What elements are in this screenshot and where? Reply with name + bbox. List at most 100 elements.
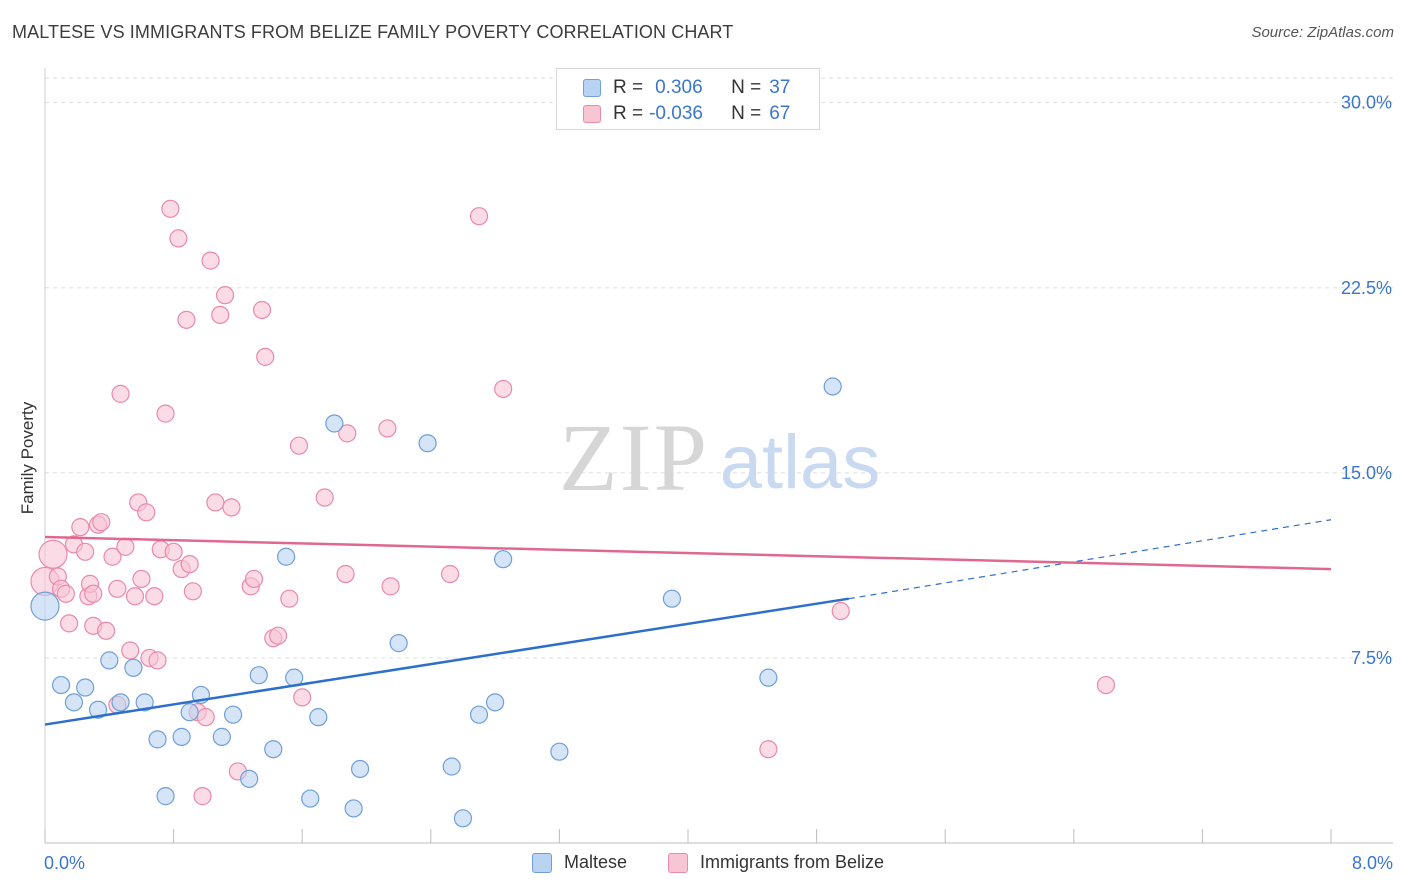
belize-point (201, 251, 220, 270)
belize-point (494, 379, 513, 399)
maltese-point (223, 705, 243, 724)
belize-point (440, 564, 460, 584)
grid-lines (45, 77, 1393, 659)
maltese-point (111, 693, 130, 712)
belize-point (137, 503, 156, 522)
legend-n-label: N = (731, 77, 762, 98)
belize-point (336, 564, 355, 584)
belize-point (180, 555, 199, 574)
belize-point (121, 641, 140, 660)
series-belize-points (30, 199, 1116, 806)
maltese-point (453, 809, 473, 828)
belize-trend-line (44, 535, 1332, 571)
y-tick-label: 7.5% (1351, 648, 1392, 668)
legend-n-value: 67 (769, 103, 791, 124)
maltese-point (172, 727, 191, 746)
maltese-point (156, 787, 175, 806)
belize-point (222, 498, 241, 517)
legend-label-maltese: Maltese (564, 852, 628, 872)
watermark-atlas: atlas (720, 420, 881, 505)
belize-point (289, 436, 309, 455)
maltese-point (759, 668, 778, 687)
belize-point (206, 493, 225, 512)
belize-point (469, 207, 489, 226)
legend-r-label: R = (613, 77, 644, 98)
series-legend: Maltese Immigrants from Belize (0, 852, 1406, 876)
legend-label-belize: Immigrants from Belize (700, 852, 885, 872)
maltese-point (76, 678, 95, 697)
stats-legend: R = 0.306 N = 37 R = -0.036 N = 67 (556, 68, 820, 130)
maltese-point (823, 377, 842, 396)
legend-swatch-belize (583, 105, 601, 123)
maltese-point (309, 708, 328, 727)
belize-point (293, 688, 312, 707)
tick-labels: 7.5% 15.0% 22.5% 30.0% 0.0% 8.0% (44, 93, 1393, 873)
legend-swatch-maltese (532, 852, 552, 873)
belize-point (211, 305, 230, 325)
maltese-point (277, 547, 296, 566)
maltese-point (64, 693, 84, 712)
belize-point (84, 584, 103, 603)
belize-point (108, 579, 127, 598)
belize-point (76, 542, 95, 561)
belize-point (161, 199, 180, 218)
legend-row-belize: R = -0.036 N = 67 (583, 103, 790, 125)
belize-point (96, 621, 116, 640)
belize-point (148, 651, 167, 670)
legend-r-label: R = (613, 103, 644, 124)
trend-lines (44, 519, 1332, 726)
maltese-point (301, 789, 320, 808)
maltese-point (494, 550, 513, 569)
watermark-zip: ZIP (559, 404, 709, 511)
belize-point (244, 569, 264, 589)
belize-point (1096, 675, 1116, 695)
belize-point (164, 542, 183, 561)
x-tick-label-max: 8.0% (1352, 853, 1393, 873)
maltese-point (100, 651, 119, 670)
legend-n-label: N = (731, 103, 762, 124)
maltese-point (249, 666, 268, 685)
belize-point (196, 708, 215, 727)
belize-point (103, 547, 122, 566)
legend-item-maltese: Maltese (532, 852, 627, 873)
belize-point (378, 419, 397, 438)
legend-r-value: 0.306 (655, 77, 703, 98)
belize-point (71, 518, 90, 537)
belize-point (759, 740, 778, 759)
maltese-point (88, 700, 108, 719)
maltese-point (550, 742, 569, 761)
belize-point (111, 384, 130, 403)
maltese-trend-extension (848, 519, 1332, 600)
legend-item-belize: Immigrants from Belize (668, 852, 884, 873)
maltese-point (469, 705, 489, 724)
maltese-point (30, 591, 60, 621)
maltese-point (389, 634, 408, 653)
legend-swatch-belize (668, 852, 688, 873)
belize-point (215, 286, 235, 305)
belize-point (60, 614, 79, 633)
belize-point (338, 424, 357, 443)
belize-point (169, 229, 188, 248)
maltese-point (51, 675, 71, 695)
maltese-point (264, 740, 283, 759)
legend-row-maltese: R = 0.306 N = 37 (583, 77, 790, 99)
belize-point (252, 300, 272, 320)
belize-point (256, 347, 275, 366)
maltese-trend-line (44, 597, 849, 726)
maltese-point (350, 759, 370, 779)
maltese-point (124, 658, 143, 677)
source-credit: Source: ZipAtlas.com (1251, 24, 1394, 41)
x-tick-label-min: 0.0% (44, 853, 85, 873)
y-tick-label: 30.0% (1341, 93, 1392, 113)
belize-point (315, 488, 334, 507)
maltese-point (148, 730, 167, 749)
maltese-point (240, 769, 259, 788)
maltese-point (325, 414, 344, 433)
belize-point (177, 310, 196, 329)
belize-point (38, 539, 68, 569)
y-tick-label: 15.0% (1341, 463, 1392, 483)
maltese-point (212, 727, 231, 746)
series-maltese-points (30, 377, 842, 828)
maltese-point (135, 693, 154, 712)
maltese-point (662, 589, 682, 608)
